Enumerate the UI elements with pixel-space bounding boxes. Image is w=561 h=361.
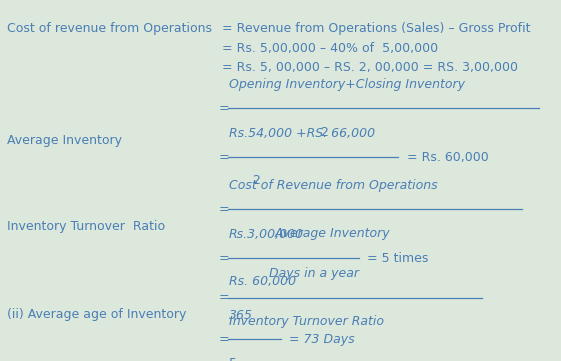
Text: Opening Inventory+Closing Inventory: Opening Inventory+Closing Inventory [229,78,465,91]
Text: Days in a year: Days in a year [269,268,359,280]
Text: Inventory Turnover Ratio: Inventory Turnover Ratio [229,315,384,328]
Text: =: = [219,151,229,164]
Text: = Revenue from Operations (Sales) – Gross Profit: = Revenue from Operations (Sales) – Gros… [222,22,530,35]
Text: =: = [219,333,229,346]
Text: = 5 times: = 5 times [367,252,429,265]
Text: Inventory Turnover  Ratio: Inventory Turnover Ratio [7,220,165,233]
Text: Average Inventory: Average Inventory [7,134,122,147]
Text: 2: 2 [320,126,328,139]
Text: Cost of Revenue from Operations: Cost of Revenue from Operations [229,179,438,192]
Text: 5: 5 [229,357,237,361]
Text: = 73 Days: = 73 Days [289,333,355,346]
Text: = Rs. 60,000: = Rs. 60,000 [407,151,489,164]
Text: =: = [219,252,229,265]
Text: (ii) Average age of Inventory: (ii) Average age of Inventory [7,308,186,321]
Text: =: = [219,291,229,304]
Text: = Rs. 5, 00,000 – RS. 2, 00,000 = RS. 3,00,000: = Rs. 5, 00,000 – RS. 2, 00,000 = RS. 3,… [222,61,518,74]
Text: Cost of revenue from Operations: Cost of revenue from Operations [7,22,211,35]
Text: 2: 2 [252,174,260,187]
Text: =: = [219,102,229,115]
Text: 365: 365 [229,309,253,322]
Text: Rs.54,000 +RS. 66,000: Rs.54,000 +RS. 66,000 [229,127,375,140]
Text: Rs.3,00,000: Rs.3,00,000 [229,228,304,241]
Text: =: = [219,203,229,216]
Text: Rs. 60,000: Rs. 60,000 [229,275,296,288]
Text: = Rs. 5,00,000 – 40% of  5,00,000: = Rs. 5,00,000 – 40% of 5,00,000 [222,42,438,55]
Text: Average Inventory: Average Inventory [275,227,390,240]
